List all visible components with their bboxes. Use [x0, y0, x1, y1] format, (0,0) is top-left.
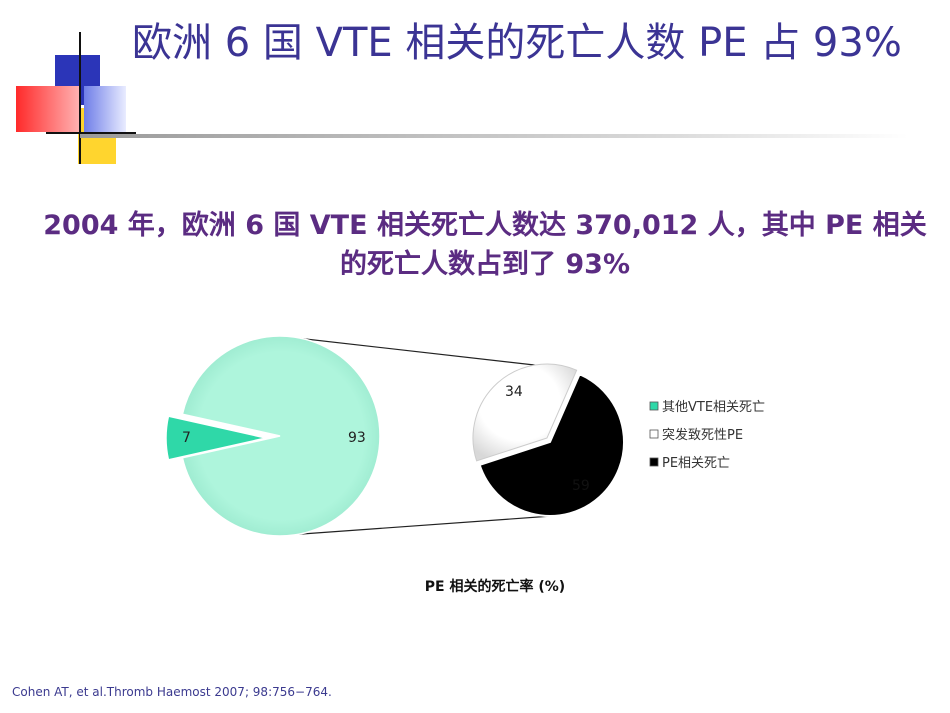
slide-title: 欧洲 6 国 VTE 相关的死亡人数 PE 占 93% — [132, 20, 902, 66]
data-label-59: 59 — [572, 478, 590, 494]
deco-horizontal-line — [46, 132, 136, 134]
connector-line-top — [287, 336, 553, 368]
data-label-34: 34 — [505, 384, 523, 400]
slide-subtitle: 2004 年，欧洲 6 国 VTE 相关死亡人数达 370,012 人，其中 P… — [43, 210, 927, 280]
connector-line-bottom — [287, 515, 553, 536]
data-label-7: 7 — [182, 430, 191, 446]
chart-caption: PE 相关的死亡率 (%) — [424, 579, 566, 595]
title-underline — [80, 134, 908, 138]
legend-label-0: 其他VTE相关死亡 — [662, 400, 765, 415]
pie-slice-59 — [478, 372, 625, 517]
legend-swatch-0 — [649, 401, 659, 411]
deco-red-block — [16, 86, 80, 132]
deco-vertical-line — [79, 32, 81, 164]
pie-slice-34 — [472, 363, 578, 462]
data-label-93: 93 — [348, 430, 366, 446]
pie-slice-93 — [181, 335, 381, 537]
citation: Cohen AT, et al.Thromb Haemost 2007; 98:… — [12, 685, 332, 699]
legend-swatch-1 — [649, 429, 659, 439]
legend-label-1: 突发致死性PE — [662, 427, 743, 443]
legend-swatch-2 — [649, 457, 659, 467]
deco-lightblue-block — [84, 86, 126, 132]
legend-label-2: PE相关死亡 — [662, 456, 730, 471]
pie-slice-7 — [165, 415, 267, 461]
